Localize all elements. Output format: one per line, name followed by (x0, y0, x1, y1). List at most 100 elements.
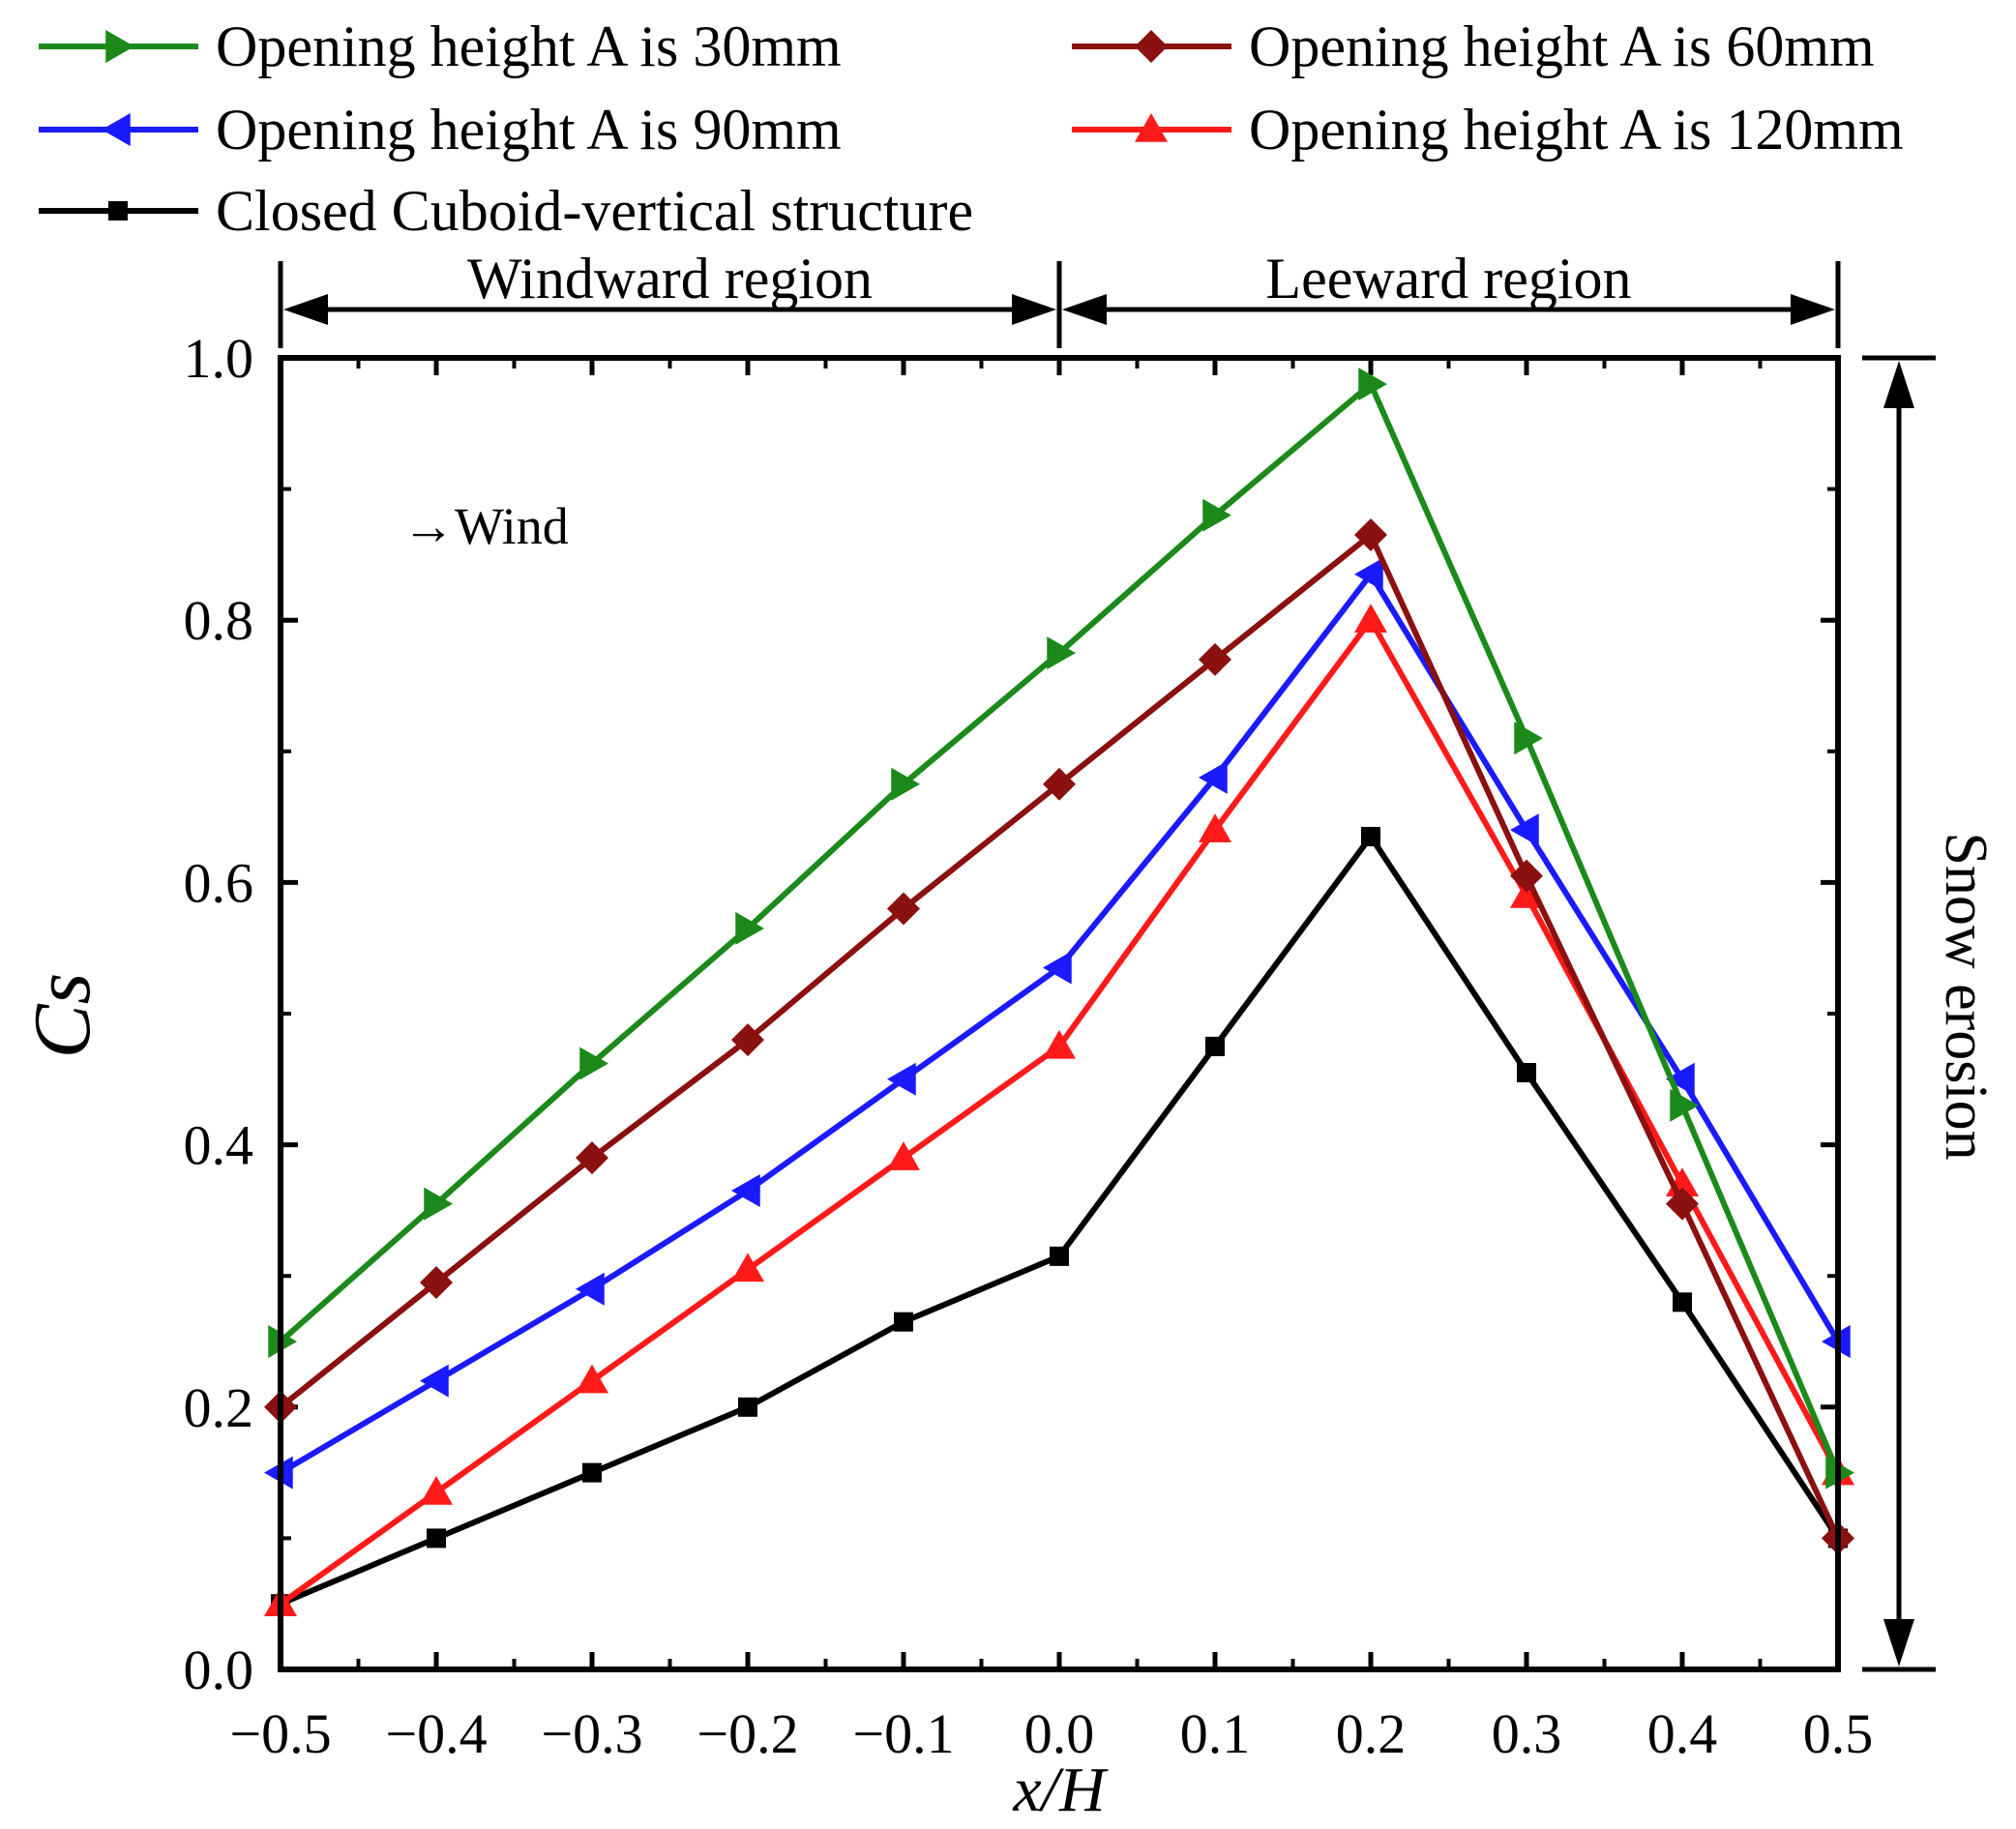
y-tick-label: 0.4 (184, 1114, 254, 1177)
marker-triangle-right (105, 30, 134, 63)
data-point (1510, 813, 1539, 847)
region-annotations: Windward region Leeward region (278, 247, 1936, 1672)
series-triangle-right (268, 368, 1854, 1490)
erosion-head-top (1883, 361, 1914, 408)
marker-square (108, 201, 128, 221)
data-point (731, 1023, 764, 1057)
wind-annotation: →Wind (402, 497, 569, 555)
marker-triangle-up (1135, 113, 1168, 142)
windward-label: Windward region (467, 247, 873, 310)
marker-triangle-left (102, 113, 131, 146)
y-tick-label: 0.6 (184, 851, 254, 914)
series-diamond (264, 518, 1854, 1555)
data-point (1673, 1292, 1692, 1313)
data-point (420, 1475, 453, 1505)
x-tick-label: 0.3 (1492, 1702, 1562, 1765)
y-axis-title: Cs (17, 973, 107, 1059)
data-point (1043, 1029, 1076, 1059)
x-tick-label: 0.2 (1336, 1702, 1407, 1765)
data-point (424, 1187, 453, 1221)
series-line (279, 571, 1841, 1476)
data-point (1043, 951, 1072, 985)
data-point (420, 1265, 453, 1299)
data-point (891, 767, 920, 801)
axis-labels: x/H Cs →Wind Snow erosion (17, 497, 1999, 1825)
leeward-arrow-head-right (1791, 294, 1835, 325)
y-tick-label: 0.0 (184, 1638, 254, 1701)
data-point (576, 1141, 608, 1175)
leeward-label: Leeward region (1265, 247, 1631, 310)
x-tick-label: 0.1 (1180, 1702, 1251, 1765)
data-point (1670, 1088, 1699, 1122)
legend-item: Opening height A is 60mm (1072, 15, 1875, 78)
data-point (1354, 557, 1383, 591)
data-point (1510, 878, 1543, 908)
snow-erosion-label: Snow erosion (1933, 832, 1999, 1160)
data-point (738, 1397, 757, 1417)
data-point (1354, 518, 1387, 552)
y-tick-label: 0.2 (184, 1376, 254, 1439)
marker-diamond (1135, 30, 1168, 63)
data-point (576, 1272, 605, 1306)
data-point (427, 1528, 446, 1549)
data-point (1517, 1063, 1536, 1083)
windward-arrow-head-right (1012, 294, 1056, 325)
data-point (1510, 859, 1543, 893)
data-point (1202, 498, 1231, 532)
data-point (1361, 826, 1380, 846)
x-tick-label: −0.2 (697, 1702, 798, 1765)
legend-label: Opening height A is 30mm (216, 15, 842, 78)
series-triangle-up (264, 604, 1854, 1616)
data-point (1514, 722, 1543, 755)
y-tick-label: 1.0 (184, 327, 254, 390)
plot-frame (278, 355, 1841, 1672)
leeward-arrow-head-left (1062, 294, 1107, 325)
data-point (731, 1174, 760, 1208)
data-point (579, 1047, 608, 1080)
data-point (1205, 1036, 1225, 1056)
data-point (1666, 1062, 1695, 1096)
axis-ticks: −0.5 −0.4 −0.3 −0.2 −0.1 0.0 0.1 0.2 0.3 0.4 0.5 0.… (184, 327, 1874, 1765)
x-tick-label: 0.0 (1024, 1702, 1095, 1765)
data-point (1666, 1187, 1699, 1221)
legend-item: Opening height A is 120mm (1072, 98, 1904, 162)
x-tick-label: −0.1 (852, 1702, 954, 1765)
data-point (1358, 368, 1387, 401)
data-point (894, 1312, 913, 1332)
x-tick-label: 0.5 (1803, 1702, 1874, 1765)
series-layer (264, 368, 1854, 1616)
data-point (735, 911, 764, 945)
x-tick-label: −0.3 (541, 1702, 642, 1765)
data-point (1354, 604, 1387, 633)
series-square (271, 826, 1848, 1614)
x-axis-title: x/H (1012, 1755, 1109, 1825)
x-tick-label: 0.4 (1647, 1702, 1718, 1765)
legend-item: Closed Cuboid-vertical structure (39, 179, 973, 243)
data-point (887, 1141, 920, 1170)
legend-label: Opening height A is 60mm (1249, 15, 1875, 78)
legend-label: Opening height A is 90mm (216, 98, 842, 162)
data-point (1199, 813, 1231, 842)
data-point (1199, 760, 1228, 794)
data-point (887, 1062, 916, 1096)
legend-item: Opening height A is 90mm (39, 98, 842, 162)
windward-arrow-head-left (283, 294, 328, 325)
legend-label: Opening height A is 120mm (1249, 98, 1904, 162)
data-point (1043, 767, 1076, 801)
data-point (420, 1364, 449, 1398)
erosion-head-bottom (1883, 1619, 1914, 1667)
data-point (1047, 636, 1076, 670)
y-tick-label: 0.8 (184, 589, 254, 652)
data-point (887, 892, 920, 926)
x-tick-label: −0.5 (229, 1702, 331, 1765)
data-point (731, 1253, 764, 1283)
data-point (576, 1364, 608, 1394)
data-point (1199, 642, 1231, 676)
legend: Opening height A is 30mm Opening height A… (39, 15, 1904, 243)
data-point (582, 1462, 602, 1483)
legend-label: Closed Cuboid-vertical structure (216, 179, 973, 243)
x-tick-label: −0.4 (385, 1702, 487, 1765)
legend-item: Opening height A is 30mm (39, 15, 842, 78)
data-point (1050, 1246, 1069, 1266)
